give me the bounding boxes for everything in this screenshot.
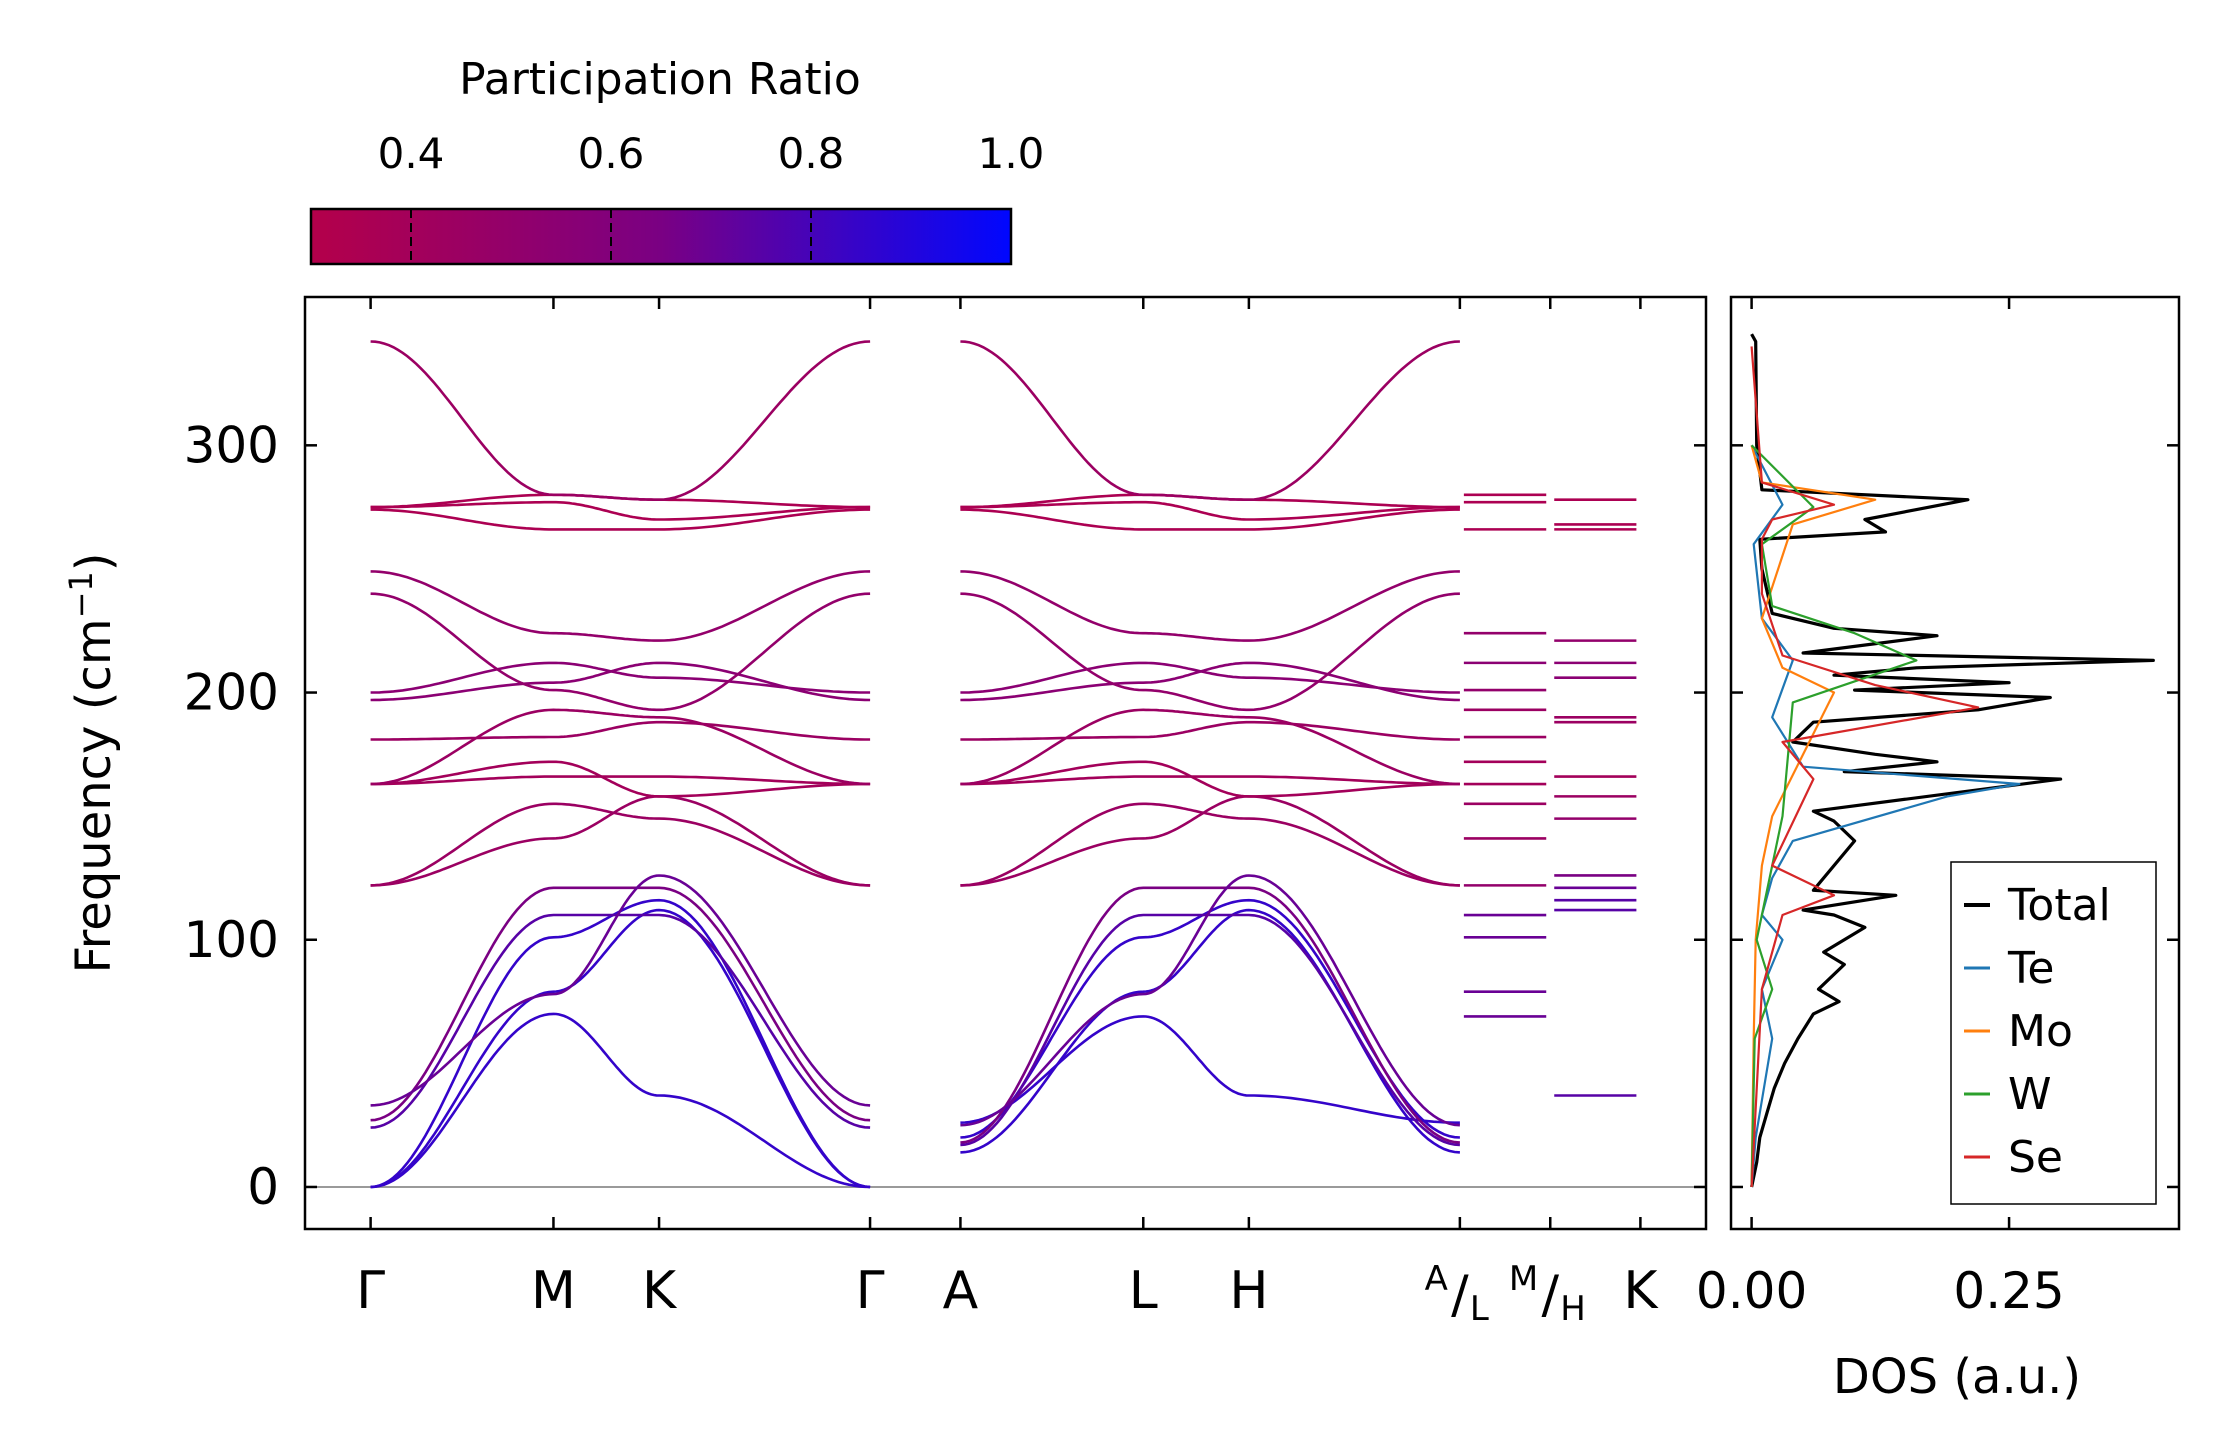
dos-x-axis-label: DOS (a.u.) (1833, 1349, 2081, 1405)
kpoint-label: A (943, 1261, 979, 1321)
colorbar-tick-label: 0.6 (578, 129, 645, 178)
phonon-band-1 (370, 1012, 871, 1189)
legend-label-w: W (2008, 1069, 2052, 1120)
kpoint-label-sup: A (1425, 1259, 1448, 1299)
phonon-band-9 (370, 775, 871, 786)
legend-label-mo: Mo (2008, 1006, 2073, 1057)
dos-frame (1729, 295, 2181, 1231)
y-tick-label: 0 (247, 1158, 279, 1216)
phonon-band-3 (370, 898, 871, 1189)
phonon-band-6 (960, 874, 1460, 1127)
phonon-band-14 (960, 661, 1460, 694)
phonon-band-17 (960, 508, 1460, 531)
colorbar-ticks: 0.4 0.6 0.8 1.0 (378, 129, 1045, 264)
y-axis-label: Frequency (cm−1) (62, 552, 122, 973)
kpoint-label-sup: M (1509, 1259, 1538, 1299)
phonon-band-1 (960, 1015, 1460, 1124)
kpoint-label-sub: L (1470, 1289, 1489, 1329)
phonon-band-18 (370, 500, 871, 521)
legend-label-total: Total (2007, 880, 2111, 931)
phonon-band-15 (370, 592, 871, 712)
dos-series-mo (1750, 445, 1877, 1188)
dos-series-w (1750, 444, 1918, 1188)
dos-panel: 0.00 0.25 DOS (a.u.) Total Te Mo W Se (1696, 295, 2181, 1405)
phonon-band-8 (960, 802, 1460, 887)
kpoint-label-slash: / (1541, 1265, 1559, 1325)
phonon-band-8 (370, 802, 871, 887)
dispersion-plot-area (305, 340, 1706, 1189)
legend-frame (1950, 861, 2157, 1205)
phonon-band-7 (960, 795, 1460, 887)
legend-label-se: Se (2008, 1132, 2063, 1183)
dos-axes: 0.00 0.25 (1696, 297, 2179, 1320)
kpoint-label: H (1229, 1261, 1268, 1321)
dos-x-tick-label: 0.00 (1696, 1262, 1807, 1320)
phonon-band-16 (370, 570, 871, 642)
phonon-band-11 (370, 720, 871, 741)
y-tick-label: 200 (184, 664, 279, 722)
dos-plot-area (1750, 333, 2155, 1188)
phonon-band-9 (960, 775, 1460, 786)
colorbar: Participation Ratio 0.4 0.6 0.8 1.0 (309, 54, 1045, 266)
kpoint-label: Γ (856, 1261, 885, 1321)
phonon-band-12 (370, 708, 871, 786)
colorbar-tick-label: 0.8 (778, 129, 845, 178)
phonon-band-6 (370, 874, 871, 1107)
phonon-band-7 (370, 795, 871, 887)
phonon-band-16 (960, 570, 1460, 642)
colorbar-tick-label: 0.4 (378, 129, 445, 178)
dos-legend: Total Te Mo W Se (1950, 861, 2157, 1205)
phonon-band-20 (960, 340, 1460, 501)
phonon-band-2 (370, 908, 871, 1189)
dos-series-se (1750, 346, 1980, 1188)
kpoint-label: M (531, 1261, 576, 1321)
y-tick-label: 100 (184, 911, 279, 969)
phonon-band-12 (960, 708, 1460, 786)
kpoint-label-sub: H (1560, 1289, 1586, 1329)
phonon-band-10 (370, 760, 871, 798)
phonon-band-13 (370, 661, 871, 702)
kpoint-label: K (1623, 1261, 1659, 1321)
kpoint-label: K (642, 1261, 678, 1321)
dos-x-tick-label: 0.25 (1953, 1262, 2064, 1320)
phonon-band-17 (370, 508, 871, 531)
phonon-band-3 (960, 898, 1460, 1139)
phonon-band-14 (370, 661, 871, 694)
kpoint-label: L (1129, 1261, 1158, 1321)
phonon-band-20 (370, 340, 871, 501)
kpoint-label: Γ (356, 1261, 385, 1321)
legend-label-te: Te (2007, 943, 2054, 994)
phonon-band-10 (960, 760, 1460, 798)
y-tick-label: 300 (184, 416, 279, 474)
kpoint-label-slash: / (1451, 1265, 1469, 1325)
colorbar-gradient (309, 207, 1013, 266)
dispersion-frame (303, 295, 1708, 1231)
phonon-band-4 (370, 913, 871, 1129)
phonon-band-11 (960, 720, 1460, 741)
phonon-band-5 (370, 886, 871, 1122)
phonon-band-4 (960, 913, 1460, 1147)
phonon-band-18 (960, 500, 1460, 521)
phonon-band-13 (960, 661, 1460, 702)
phonon-band-5 (960, 886, 1460, 1144)
phonon-band-15 (960, 592, 1460, 712)
colorbar-tick-label: 1.0 (978, 129, 1045, 178)
colorbar-title: Participation Ratio (459, 54, 861, 105)
